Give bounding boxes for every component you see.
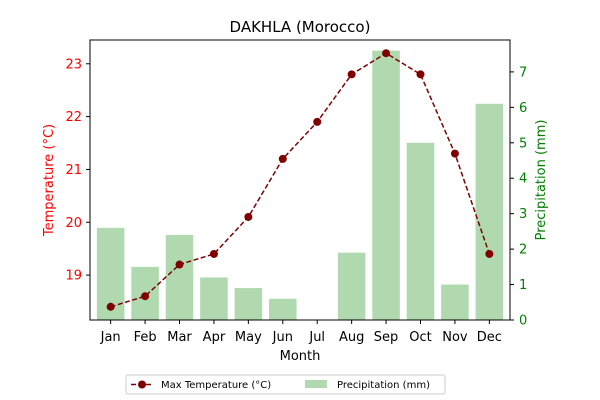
- temperature-point-sep: [382, 49, 391, 58]
- precipitation-bar-may: [234, 288, 263, 320]
- right-tick-label-3: 3: [519, 207, 527, 222]
- right-axis-title: Precipitation (mm): [534, 120, 549, 241]
- x-tick-label-sep: Sep: [374, 330, 399, 345]
- left-tick-label-23: 23: [65, 57, 82, 72]
- temperature-point-dec: [485, 249, 494, 258]
- temperature-point-aug: [347, 70, 356, 79]
- right-tick-label-0: 0: [519, 314, 527, 329]
- precipitation-bar-jun: [269, 298, 297, 320]
- precipitation-bars: [96, 50, 504, 321]
- right-tick-label-7: 7: [519, 65, 527, 80]
- left-axis-title: Temperature (°C): [42, 124, 57, 237]
- left-tick-label-19: 19: [65, 269, 82, 284]
- precipitation-bar-oct: [406, 142, 435, 320]
- right-tick-label-2: 2: [519, 243, 527, 258]
- x-tick-label-jul: Jul: [308, 330, 325, 345]
- x-tick-label-feb: Feb: [134, 330, 157, 345]
- temperature-point-may: [244, 212, 253, 221]
- temperature-point-mar: [175, 260, 184, 269]
- legend-label-precipitation: Precipitation (mm): [337, 380, 430, 391]
- legend-label-temperature: Max Temperature (°C): [161, 380, 271, 391]
- right-tick-label-5: 5: [519, 136, 527, 151]
- plot-frame: [89, 39, 511, 321]
- precipitation-bar-nov: [441, 284, 469, 320]
- precipitation-bar-aug: [337, 252, 366, 320]
- x-tick-label-apr: Apr: [203, 330, 226, 345]
- x-tick-label-oct: Oct: [409, 330, 431, 345]
- temperature-point-oct: [416, 70, 425, 79]
- left-tick-label-22: 22: [65, 110, 82, 125]
- temperature-point-feb: [141, 292, 150, 301]
- left-tick-label-20: 20: [65, 216, 82, 231]
- x-tick-label-jun: Jun: [272, 330, 293, 345]
- right-tick-label-1: 1: [519, 278, 527, 293]
- x-axis: Jan Feb Mar Apr May Jun Jul Aug Sep Oct Nov Dec: [100, 320, 502, 345]
- left-y-axis: 19 20 21 22 23: [65, 57, 90, 284]
- left-tick-label-21: 21: [65, 163, 82, 178]
- legend-frame: [125, 374, 446, 395]
- legend-bar-swatch: [305, 380, 327, 388]
- x-axis-title: Month: [280, 349, 321, 364]
- x-tick-label-dec: Dec: [477, 330, 502, 345]
- temperature-point-jun: [278, 154, 287, 163]
- temperature-point-apr: [209, 249, 218, 258]
- precipitation-bar-apr: [200, 277, 228, 320]
- x-tick-label-may: May: [235, 330, 262, 345]
- temperature-point-jul: [313, 117, 322, 126]
- x-tick-label-nov: Nov: [442, 330, 468, 345]
- temperature-point-nov: [450, 149, 459, 158]
- right-tick-label-4: 4: [519, 172, 527, 187]
- temperature-point-jan: [106, 302, 115, 311]
- precipitation-bar-sep: [372, 50, 400, 321]
- right-y-axis: 0 1 2 3 4 5 6 7: [510, 65, 527, 329]
- right-tick-label-6: 6: [519, 101, 527, 116]
- x-tick-label-jan: Jan: [100, 330, 121, 345]
- legend: Max Temperature (°C) Precipitation (mm): [125, 374, 446, 395]
- chart-title: DAKHLA (Morocco): [230, 18, 371, 36]
- precipitation-bar-dec: [475, 103, 504, 320]
- precipitation-bar-mar: [165, 234, 194, 320]
- temperature-line: [106, 49, 494, 311]
- legend-line-marker: [138, 380, 146, 389]
- x-tick-label-aug: Aug: [339, 330, 364, 345]
- temperature-polyline: [110, 52, 491, 308]
- x-tick-label-mar: Mar: [167, 330, 192, 345]
